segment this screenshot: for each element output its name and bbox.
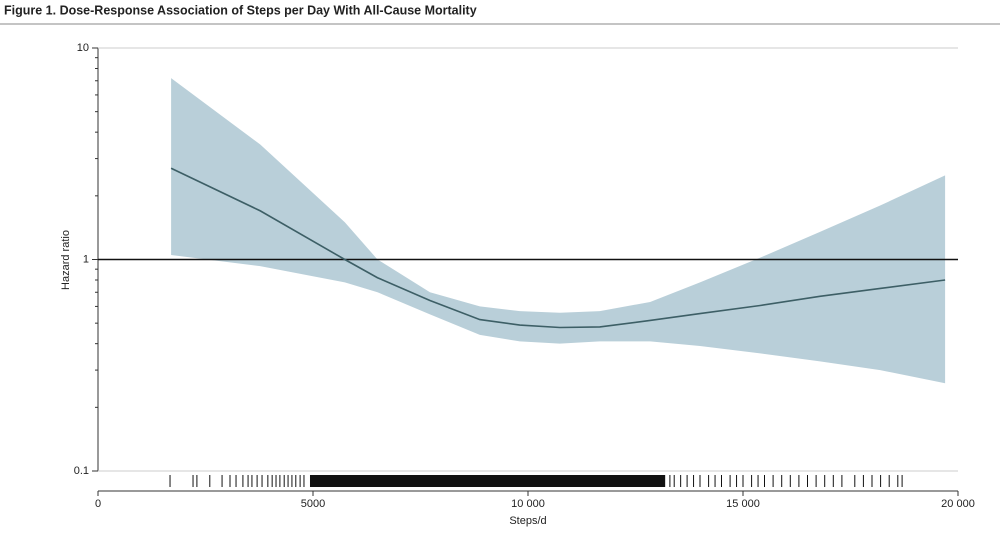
hazard-line bbox=[170, 167, 946, 329]
x-tick-label: 15 000 bbox=[726, 498, 760, 510]
x-tick-label: 20 000 bbox=[941, 498, 975, 510]
confidence-band bbox=[171, 78, 946, 384]
x-axis-label: Steps/d bbox=[509, 515, 546, 527]
x-tick-label: 0 bbox=[95, 498, 101, 510]
y-tick-label: 10 bbox=[77, 42, 89, 54]
chart-title: Figure 1. Dose-Response Association of S… bbox=[4, 3, 477, 17]
y-tick-label: 0.1 bbox=[74, 465, 89, 477]
x-tick-label: 10 000 bbox=[511, 498, 545, 510]
y-axis-label: Hazard ratio bbox=[60, 230, 72, 290]
rug-dense bbox=[309, 475, 666, 487]
x-tick-label: 5000 bbox=[301, 498, 325, 510]
y-tick-label: 1 bbox=[83, 253, 89, 265]
